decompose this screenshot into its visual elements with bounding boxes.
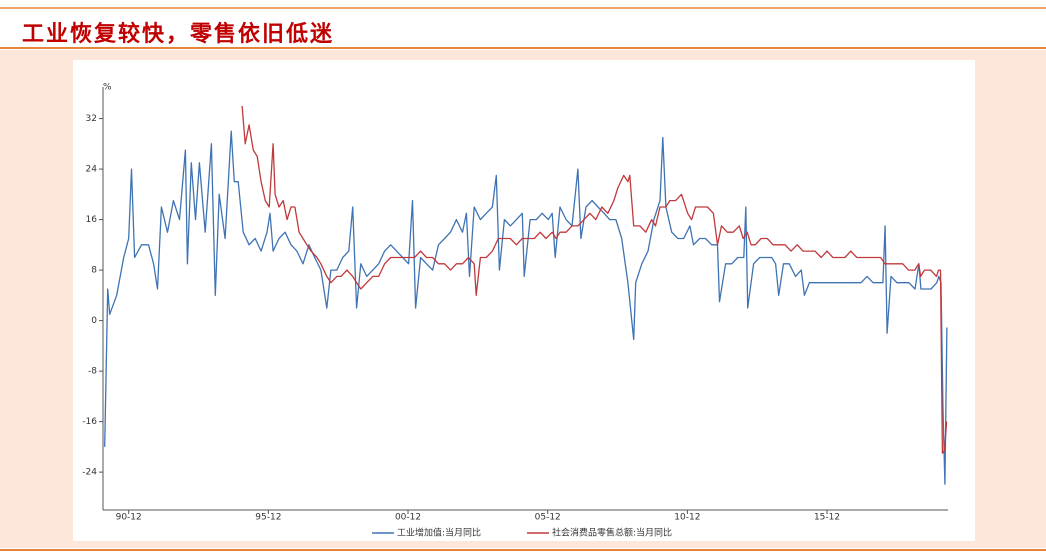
y-tick-label: 16 [86,215,98,225]
legend-label: 工业增加值:当月同比 [397,527,481,539]
x-tick-label: 15-12 [814,513,840,523]
series-line [104,130,948,485]
y-tick-label: 8 [91,266,97,276]
y-tick-label: -24 [82,468,97,478]
x-tick-label: 95-12 [255,513,281,523]
series-line [241,105,948,454]
y-tick-label: 0 [91,316,97,326]
y-tick-label: 32 [86,114,97,124]
chart-box [73,60,975,541]
y-axis-label: % [103,83,112,93]
x-tick-label: 10-12 [674,513,700,523]
legend-label: 社会消费品零售总额:当月同比 [552,527,672,539]
y-tick-label: 24 [86,165,98,175]
x-tick-label: 00-12 [395,513,421,523]
slide-title: 工业恢复较快，零售依旧低迷 [22,21,335,47]
y-tick-label: -16 [82,417,97,427]
x-tick-label: 90-12 [116,513,142,523]
x-tick-label: 05-12 [535,513,561,523]
y-tick-label: -8 [88,367,97,377]
